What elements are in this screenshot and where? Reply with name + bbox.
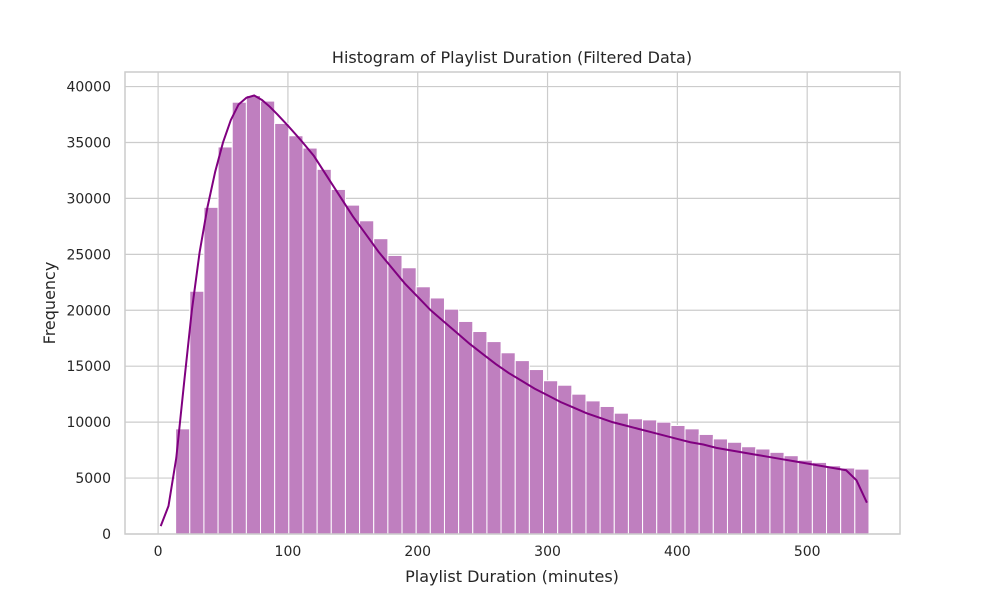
kde-curve	[159, 94, 868, 527]
histogram-bar	[755, 448, 771, 535]
x-tick-label: 100	[275, 544, 302, 560]
histogram-bar	[528, 369, 545, 535]
histogram-bar	[401, 267, 417, 535]
histogram-bar	[458, 320, 474, 535]
histogram-bar	[260, 100, 276, 535]
histogram-bar	[330, 188, 346, 535]
histogram-bar	[415, 286, 431, 535]
histogram-bar	[373, 238, 389, 535]
histogram-bar	[627, 418, 644, 535]
histogram-bar	[429, 297, 445, 535]
histogram-bar	[698, 433, 714, 535]
x-tick-label: 200	[404, 544, 431, 560]
histogram-bar	[642, 419, 658, 535]
histogram-bar	[217, 146, 233, 535]
histogram-bar	[557, 384, 573, 535]
histogram-bar	[741, 446, 757, 535]
histogram-bar	[514, 360, 530, 535]
histogram-bar	[344, 204, 361, 535]
y-axis-label: Frequency	[40, 262, 59, 345]
chart-title: Histogram of Playlist Duration (Filtered…	[332, 48, 692, 67]
y-tick-label: 5000	[75, 471, 111, 487]
histogram-bar	[797, 459, 813, 535]
histogram-bar	[811, 461, 828, 535]
histogram-bar	[599, 405, 615, 535]
y-tick-label: 10000	[66, 415, 111, 431]
histogram-bar	[189, 290, 205, 535]
histogram-bar	[726, 441, 743, 535]
histogram-bar	[783, 455, 799, 535]
y-tick-label: 15000	[66, 359, 111, 375]
histogram-bar	[274, 122, 290, 535]
histogram-bar	[231, 101, 247, 535]
histogram-bar	[387, 254, 403, 535]
x-axis-ticks: 0 100 200 300 400 500	[154, 544, 821, 560]
y-axis-ticks: 0 5000 10000 15000 20000 25000 30000 35000 40000	[66, 80, 111, 543]
histogram-bar	[543, 380, 559, 535]
y-tick-label: 25000	[66, 247, 111, 263]
histogram-bar	[684, 428, 700, 535]
histogram-bar	[203, 206, 219, 535]
plot-frame	[124, 71, 901, 535]
y-tick-label: 35000	[66, 135, 111, 151]
y-tick-label: 20000	[66, 303, 111, 319]
y-tick-label: 30000	[66, 191, 111, 207]
histogram-bar	[302, 147, 318, 535]
histogram-bar	[670, 424, 686, 535]
histogram-bar	[585, 400, 601, 535]
histogram-bar	[359, 220, 375, 535]
histogram-bar	[656, 421, 672, 535]
x-tick-label: 0	[154, 544, 163, 560]
histogram-bar	[472, 331, 488, 535]
histogram-bar	[500, 352, 516, 535]
histogram-bar	[288, 135, 304, 535]
histogram-bar	[712, 438, 728, 535]
histogram-bar	[486, 341, 502, 535]
x-tick-label: 400	[664, 544, 691, 560]
histogram-bar	[316, 168, 332, 535]
x-axis-label: Playlist Duration (minutes)	[405, 567, 619, 586]
histogram-bar	[571, 393, 587, 535]
histogram-bar	[443, 308, 460, 535]
y-tick-label: 0	[102, 527, 111, 543]
histogram-bar	[245, 94, 262, 535]
x-tick-label: 300	[534, 544, 561, 560]
histogram-bar	[613, 412, 629, 535]
histogram-bar	[769, 451, 785, 535]
x-tick-label: 500	[794, 544, 821, 560]
y-tick-label: 40000	[66, 80, 111, 96]
histogram-bar	[826, 465, 842, 535]
